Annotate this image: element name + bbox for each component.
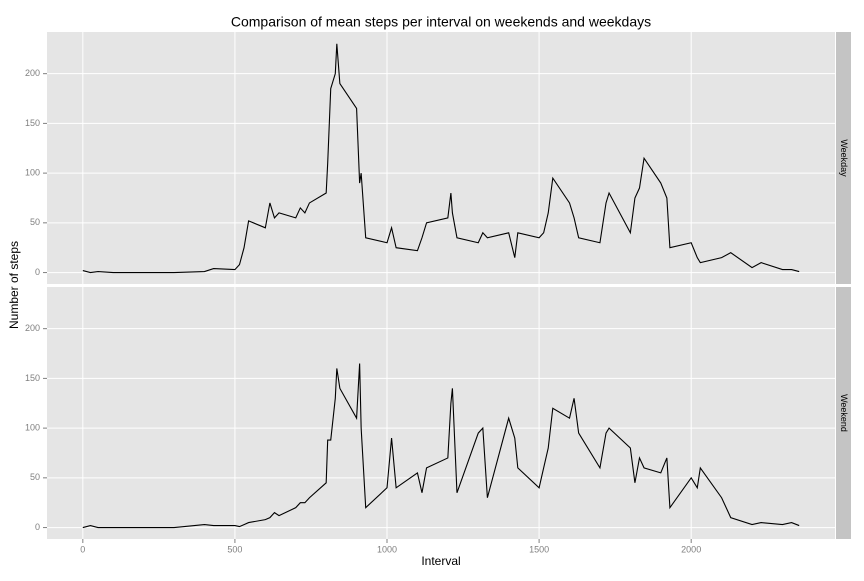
x-axis-label: Interval xyxy=(421,554,460,568)
data-line xyxy=(82,43,800,274)
x-tick-label: 1500 xyxy=(529,544,549,554)
strip-label: Weekday xyxy=(839,139,849,177)
chart-title: Comparison of mean steps per interval on… xyxy=(231,14,651,30)
panel-background xyxy=(47,287,835,539)
y-tick-label: 0 xyxy=(35,267,40,277)
panel-background xyxy=(47,32,835,284)
data-line xyxy=(82,363,800,529)
strip-background xyxy=(836,287,851,539)
y-tick-label: 100 xyxy=(25,167,40,177)
x-tick-label: 2000 xyxy=(681,544,701,554)
y-tick-label: 200 xyxy=(25,323,40,333)
strip-background xyxy=(836,32,851,284)
y-axis-label: Number of steps xyxy=(7,241,21,329)
y-tick-label: 200 xyxy=(25,68,40,78)
y-tick-label: 150 xyxy=(25,373,40,383)
strip-label: Weekend xyxy=(839,394,849,432)
y-tick-label: 100 xyxy=(25,422,40,432)
x-tick-label: 1000 xyxy=(377,544,397,554)
x-tick-label: 0 xyxy=(80,544,85,554)
y-tick-label: 50 xyxy=(30,217,40,227)
y-tick-label: 150 xyxy=(25,118,40,128)
x-tick-label: 500 xyxy=(227,544,242,554)
y-tick-label: 50 xyxy=(30,472,40,482)
y-tick-label: 0 xyxy=(35,522,40,532)
